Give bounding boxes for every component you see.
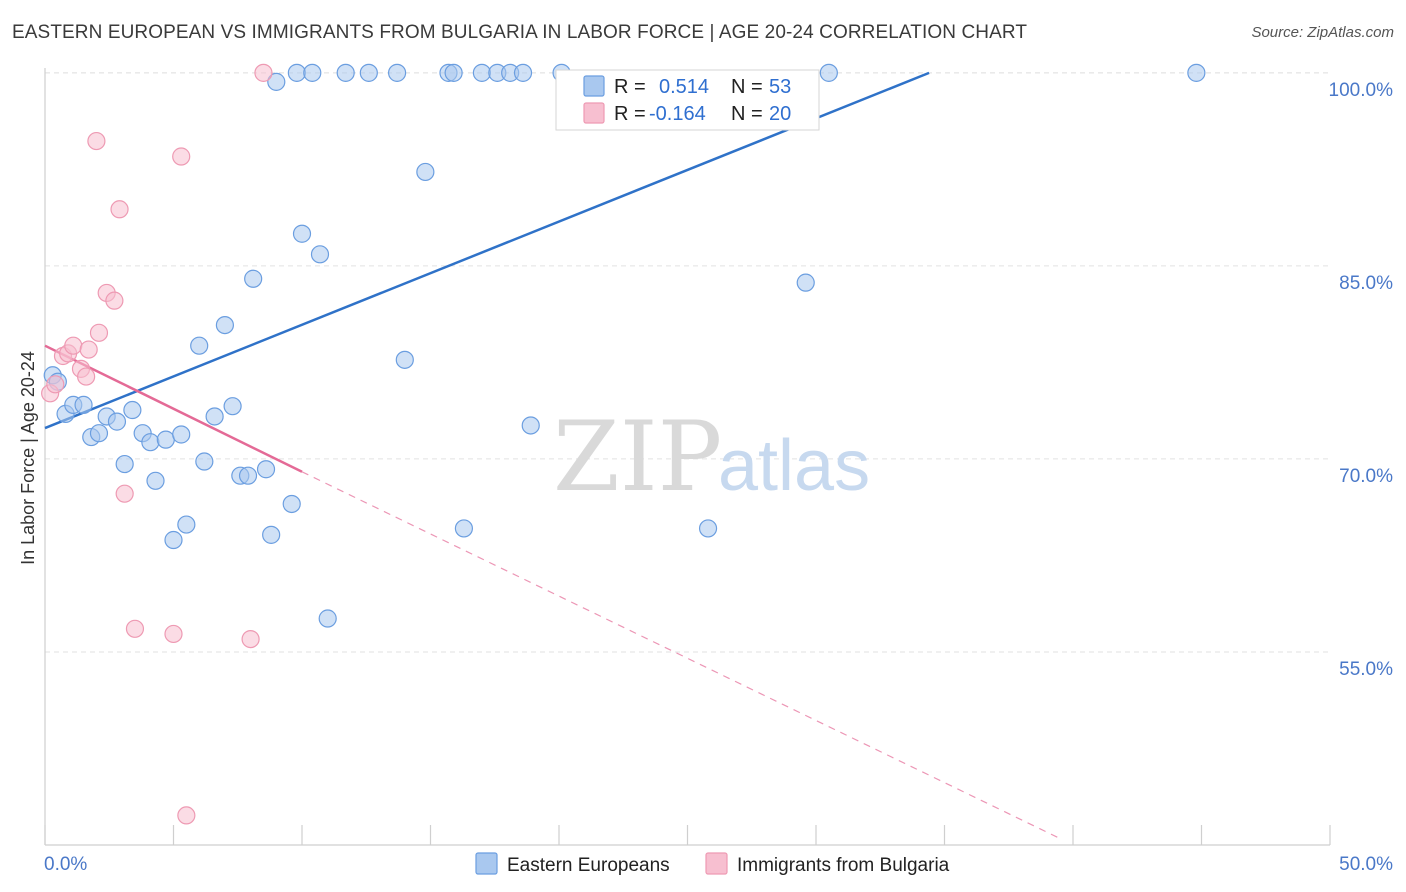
point-eastern-europeans-50	[819, 63, 838, 82]
point-eastern-europeans-36	[359, 63, 378, 82]
x-tick-label-0: 0.0%	[44, 854, 87, 875]
series-legend: Eastern Europeans Immigrants from Bulgar…	[475, 852, 950, 876]
bottom-legend-bulgaria: Immigrants from Bulgaria	[737, 855, 950, 876]
point-bulgaria-6	[77, 367, 96, 386]
y-tick-label-3: 100.0%	[1329, 80, 1394, 101]
y-tick-labels: 55.0% 70.0% 85.0% 100.0%	[1329, 80, 1394, 680]
point-eastern-europeans-10	[123, 400, 142, 420]
point-eastern-europeans-20	[205, 407, 224, 426]
gridlines	[45, 72, 1330, 653]
point-eastern-europeans-43	[472, 63, 491, 82]
legend-r-value-1: 0.514	[659, 76, 709, 98]
legend-n-label-2: N =	[731, 103, 763, 125]
y-tick-label-2: 85.0%	[1339, 273, 1393, 294]
point-bulgaria-4	[64, 336, 83, 355]
point-eastern-europeans-24	[238, 466, 258, 485]
source-credit: Source: ZipAtlas.com	[1251, 24, 1394, 41]
trend-line-extension-bulgaria	[301, 471, 1061, 840]
point-eastern-europeans-12	[141, 433, 160, 452]
point-eastern-europeans-35	[336, 63, 355, 82]
point-eastern-europeans-29	[282, 494, 301, 514]
point-eastern-europeans-26	[256, 460, 276, 479]
point-eastern-europeans-46	[513, 63, 533, 82]
point-eastern-europeans-39	[416, 162, 435, 182]
point-eastern-europeans-16	[172, 425, 191, 444]
axes	[44, 68, 1331, 846]
point-eastern-europeans-19	[195, 452, 214, 471]
point-eastern-europeans-22	[223, 397, 242, 416]
legend-r-label-1: R =	[614, 76, 646, 98]
chart-title: EASTERN EUROPEAN VS IMMIGRANTS FROM BULG…	[12, 22, 1028, 43]
point-eastern-europeans-9	[115, 454, 134, 474]
point-eastern-europeans-13	[146, 471, 165, 490]
correlation-legend: R = 0.514 N = 53 R = -0.164 N = 20	[555, 69, 820, 131]
point-bulgaria-11	[105, 291, 124, 310]
watermark: ZIP atlas	[553, 401, 870, 513]
y-tick-label-0: 55.0%	[1339, 659, 1393, 680]
legend-r-label-2: R =	[614, 103, 646, 125]
point-bulgaria-16	[172, 147, 191, 166]
point-eastern-europeans-32	[303, 63, 322, 82]
point-bulgaria-15	[164, 624, 183, 644]
point-eastern-europeans-15	[164, 530, 183, 550]
point-eastern-europeans-47	[521, 416, 540, 435]
point-eastern-europeans-49	[698, 519, 718, 538]
watermark-zip: ZIP	[553, 401, 722, 513]
data-points	[41, 63, 1206, 825]
point-bulgaria-9	[89, 323, 109, 342]
point-eastern-europeans-37	[387, 63, 407, 82]
x-tick-label-1: 50.0%	[1339, 854, 1393, 875]
bottom-legend-swatch-eastern-europeans	[475, 852, 498, 875]
legend-n-label-1: N =	[731, 76, 763, 98]
watermark-atlas: atlas	[718, 426, 870, 506]
point-bulgaria-13	[115, 484, 134, 503]
point-bulgaria-8	[87, 131, 106, 151]
y-axis-label: In Labor Force | Age 20-24	[18, 351, 38, 565]
point-eastern-europeans-30	[287, 63, 306, 82]
point-bulgaria-14	[125, 619, 145, 638]
bottom-legend-eastern-europeans: Eastern Europeans	[507, 855, 670, 876]
point-eastern-europeans-38	[395, 350, 414, 369]
point-eastern-europeans-42	[454, 519, 474, 538]
point-eastern-europeans-25	[244, 269, 263, 288]
point-eastern-europeans-31	[292, 224, 312, 243]
point-eastern-europeans-4	[74, 395, 93, 414]
point-eastern-europeans-52	[1187, 63, 1206, 82]
point-eastern-europeans-8	[107, 412, 127, 431]
point-eastern-europeans-28	[267, 72, 286, 91]
bottom-legend-swatch-bulgaria	[705, 852, 728, 875]
legend-r-value-2: -0.164	[649, 103, 706, 125]
legend-n-value-1: 53	[769, 76, 791, 98]
point-bulgaria-17	[177, 806, 196, 825]
point-bulgaria-1	[46, 375, 65, 394]
point-eastern-europeans-33	[310, 245, 330, 264]
point-eastern-europeans-34	[318, 609, 337, 628]
point-eastern-europeans-6	[89, 424, 109, 443]
x-tick-labels: 0.0% 50.0%	[44, 854, 1393, 875]
trend-line-eastern-europeans	[44, 71, 930, 430]
legend-swatch-eastern-europeans	[583, 75, 605, 97]
point-eastern-europeans-51	[796, 273, 815, 292]
legend-swatch-bulgaria	[583, 102, 605, 124]
point-eastern-europeans-21	[215, 315, 234, 335]
point-bulgaria-12	[110, 200, 129, 219]
point-eastern-europeans-14	[156, 430, 175, 449]
legend-n-value-2: 20	[769, 103, 791, 125]
point-bulgaria-18	[241, 629, 260, 649]
point-eastern-europeans-18	[190, 336, 209, 355]
point-eastern-europeans-27	[262, 525, 281, 544]
point-eastern-europeans-17	[177, 515, 196, 534]
point-eastern-europeans-41	[444, 63, 463, 82]
point-bulgaria-19	[254, 63, 273, 82]
y-tick-label-1: 70.0%	[1339, 466, 1393, 487]
point-bulgaria-7	[79, 340, 98, 359]
